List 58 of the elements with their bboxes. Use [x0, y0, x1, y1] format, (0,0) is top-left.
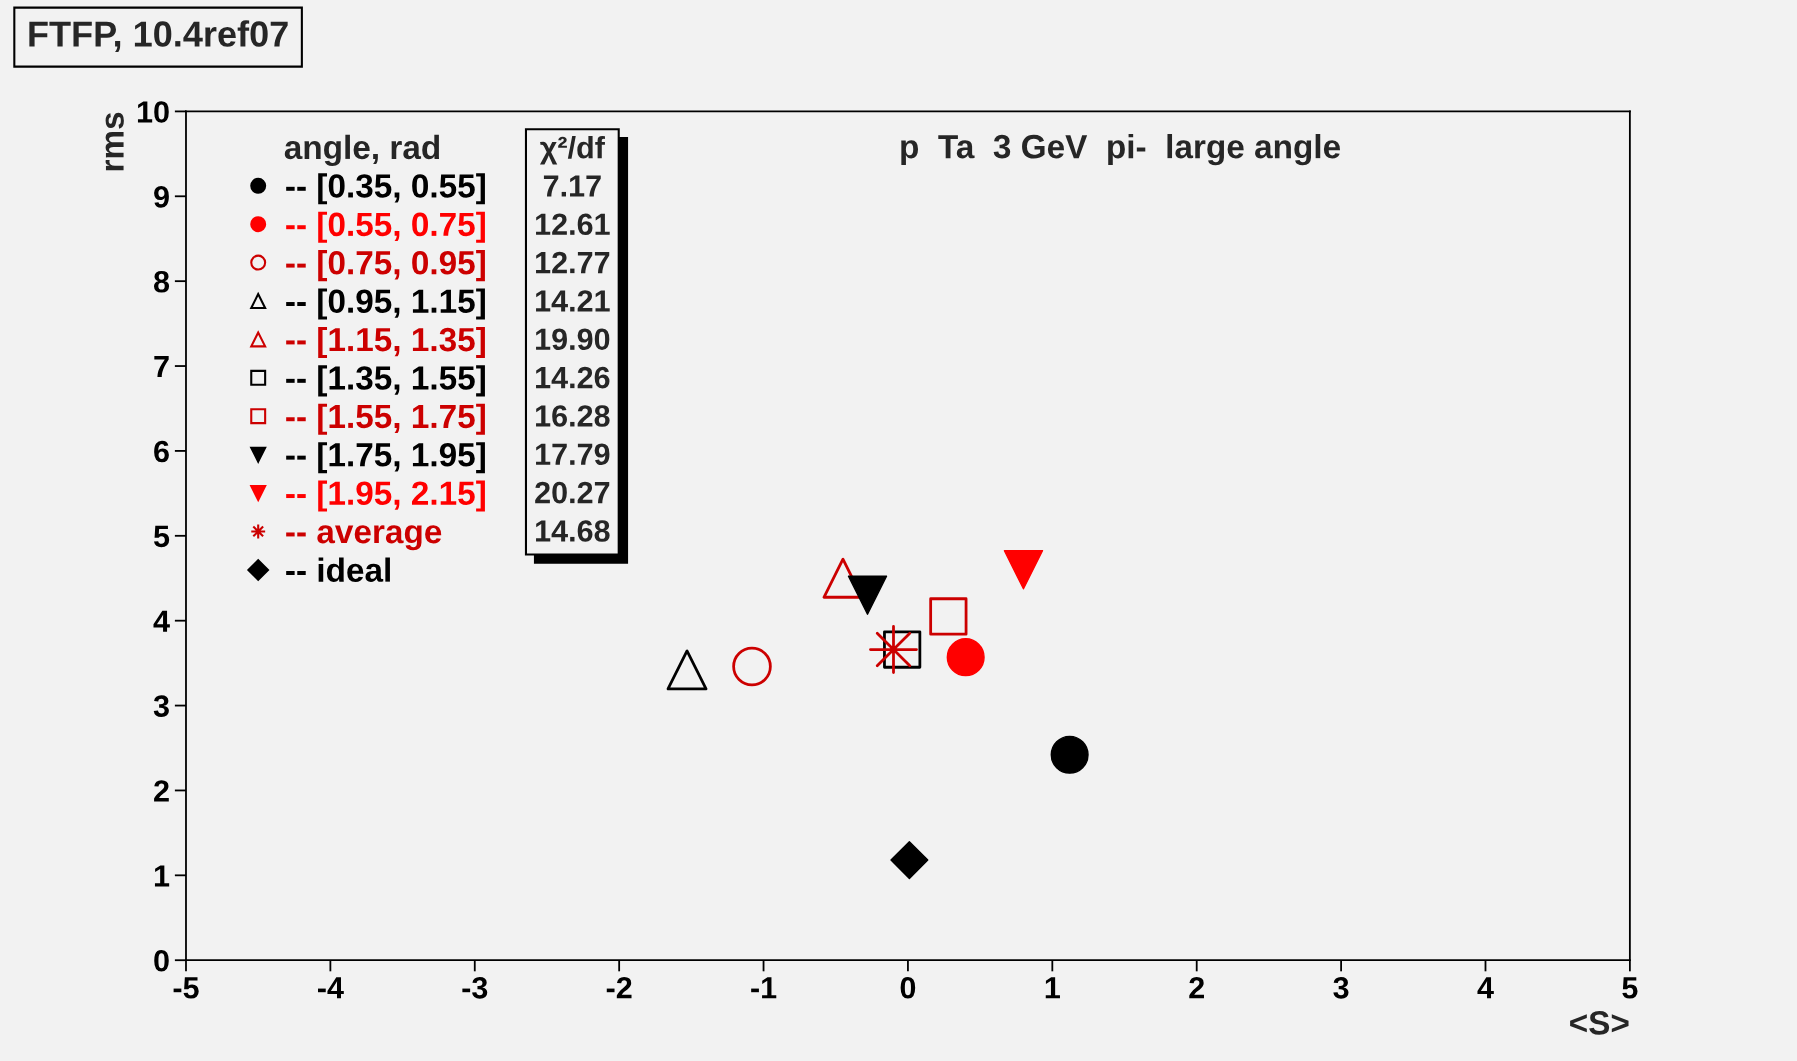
- point: [946, 638, 985, 677]
- x-tick-label: -3: [462, 976, 488, 999]
- legend-title: angle, rad: [284, 134, 440, 166]
- annotation: 12.77: [536, 251, 610, 274]
- annotation: 14.26: [536, 366, 610, 389]
- legend-label: -- [0.55, 0.75]: [286, 211, 485, 243]
- annotation: p Ta 3 GeV pi- large angle: [901, 133, 1340, 166]
- point: [1003, 550, 1044, 590]
- y-tick-label: 4: [153, 610, 170, 632]
- annotation: 19.90: [536, 328, 610, 351]
- legend-label: -- [0.75, 0.95]: [286, 250, 485, 282]
- y-tick-label: 7: [154, 356, 169, 378]
- x-axis-title: <S>: [1570, 1011, 1629, 1035]
- legend-label: -- ideal: [286, 557, 390, 582]
- y-axis-title: rms: [105, 112, 124, 171]
- legend-label: -- [0.35, 0.55]: [286, 173, 485, 205]
- x-tick-label: 4: [1477, 977, 1494, 999]
- y-tick-label: 2: [154, 780, 169, 802]
- y-tick-label: 6: [154, 440, 169, 463]
- legend-label: -- [1.35, 1.55]: [286, 365, 485, 397]
- x-tick-label: 3: [1333, 976, 1349, 999]
- annotation: 17.79: [536, 443, 610, 466]
- point: [890, 840, 929, 880]
- chart-title: FTFP, 10.4ref07: [29, 20, 288, 53]
- point: [847, 575, 888, 615]
- x-tick-label: -4: [317, 977, 344, 999]
- legend-label: -- average: [286, 525, 442, 551]
- point: [1050, 735, 1089, 774]
- legend-label: -- [1.95, 2.15]: [286, 480, 485, 512]
- legend-label: -- [1.55, 1.75]: [286, 403, 485, 435]
- legend-label: -- [0.95, 1.15]: [286, 288, 485, 320]
- annotation: 20.27: [535, 481, 610, 504]
- annotation: 16.28: [536, 405, 610, 427]
- x-tick-label: 2: [1189, 976, 1204, 999]
- y-tick-label: 5: [153, 525, 170, 548]
- x-tick-label: 0: [900, 976, 916, 999]
- x-tick-label: -2: [606, 976, 632, 999]
- point: [929, 597, 968, 636]
- annotation: 12.61: [536, 213, 610, 236]
- y-tick-label: 3: [153, 695, 169, 717]
- annotation: 14.21: [536, 290, 610, 312]
- y-tick-label: 1: [154, 865, 170, 887]
- x-tick-label: -1: [751, 977, 777, 999]
- legend-label: -- [1.75, 1.95]: [286, 442, 485, 474]
- x-tick-label: 5: [1622, 977, 1638, 999]
- y-tick-label: 9: [154, 186, 169, 208]
- point: [666, 649, 708, 691]
- annotation: χ²/df: [539, 136, 605, 165]
- y-tick-label: 8: [153, 270, 170, 293]
- point: [732, 646, 772, 687]
- annotation: 7.17: [543, 175, 601, 197]
- y-tick-label: 10: [137, 101, 169, 123]
- x-tick-label: -5: [173, 977, 199, 999]
- point: [869, 625, 918, 674]
- x-tick-label: 1: [1045, 977, 1060, 999]
- annotation: 14.68: [536, 520, 610, 542]
- y-tick-label: 0: [154, 949, 169, 972]
- legend-label: -- [1.15, 1.35]: [286, 326, 485, 358]
